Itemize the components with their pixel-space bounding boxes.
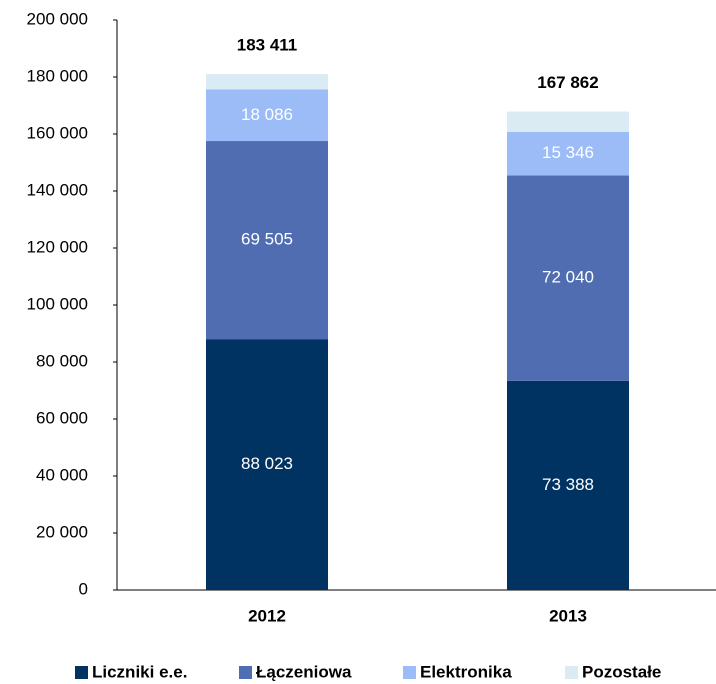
data-label: 72 040 (542, 268, 594, 287)
y-tick-label: 0 (79, 579, 88, 598)
bar-segment (206, 339, 328, 590)
y-tick-label: 20 000 (36, 522, 88, 541)
legend-marker (239, 666, 252, 679)
data-label: 15 346 (542, 143, 594, 162)
bar-segment (507, 175, 629, 381)
y-tick-label: 140 000 (27, 180, 88, 199)
x-tick-label: 2012 (248, 606, 286, 625)
legend-label: Łączeniowa (256, 662, 352, 681)
total-label: 183 411 (237, 36, 298, 55)
legend-label: Pozostałe (582, 662, 661, 681)
legend-label: Liczniki e.e. (92, 662, 187, 681)
y-tick-label: 160 000 (27, 123, 88, 142)
data-label: 73 388 (542, 475, 594, 494)
total-label: 167 862 (537, 73, 598, 92)
legend-marker (565, 666, 578, 679)
y-tick-label: 200 000 (27, 9, 88, 28)
bar-segment (206, 89, 328, 142)
y-tick-label: 120 000 (27, 237, 88, 256)
y-tick-label: 40 000 (36, 465, 88, 484)
bar-segment (206, 141, 328, 340)
bar-segment (206, 74, 328, 90)
y-tick-label: 80 000 (36, 351, 88, 370)
y-tick-label: 180 000 (27, 66, 88, 85)
legend-marker (75, 666, 88, 679)
bar-segment (507, 380, 629, 590)
legend-label: Elektronika (420, 662, 512, 681)
bar-segment (507, 111, 629, 132)
data-label: 18 086 (241, 105, 293, 124)
data-label: 88 023 (241, 454, 293, 473)
x-tick-label: 2013 (549, 606, 587, 625)
data-label: 69 505 (241, 230, 293, 249)
y-tick-label: 100 000 (27, 294, 88, 313)
bar-segment (507, 131, 629, 176)
y-tick-label: 60 000 (36, 408, 88, 427)
legend-marker (403, 666, 416, 679)
